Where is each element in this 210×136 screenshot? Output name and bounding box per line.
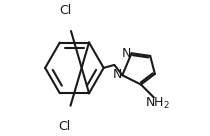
Text: NH$_2$: NH$_2$ xyxy=(145,96,170,111)
Text: Cl: Cl xyxy=(58,120,71,133)
Text: N: N xyxy=(112,68,122,81)
Text: N: N xyxy=(122,47,131,60)
Text: Cl: Cl xyxy=(59,4,71,17)
